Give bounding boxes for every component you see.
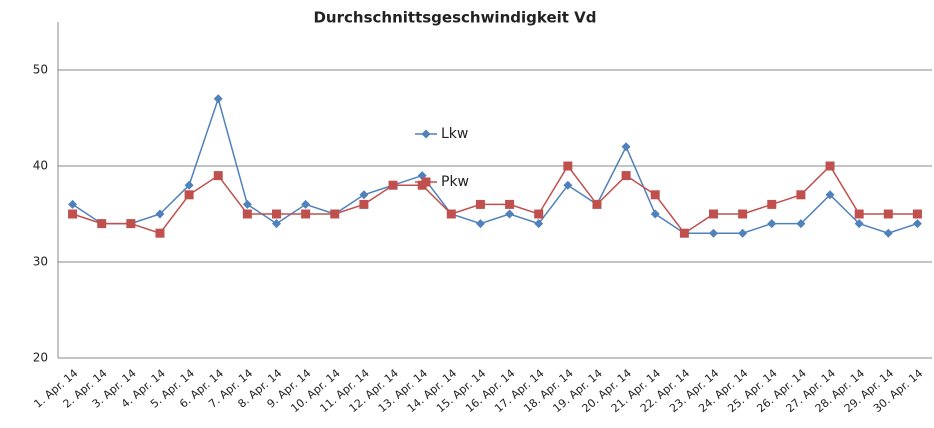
- data-point: [854, 219, 864, 229]
- data-point: [738, 209, 748, 219]
- data-point: [505, 199, 515, 209]
- data-point: [650, 209, 660, 219]
- data-point: [883, 228, 893, 238]
- data-point: [825, 161, 835, 171]
- data-point: [330, 209, 340, 219]
- series-line: [72, 164, 918, 235]
- y-tick-label: 20: [33, 351, 48, 365]
- data-point: [68, 199, 78, 209]
- data-point: [126, 219, 136, 229]
- data-point: [213, 94, 223, 104]
- data-point: [242, 209, 252, 219]
- data-point: [738, 228, 748, 238]
- legend-marker: [421, 177, 431, 187]
- data-point: [446, 209, 456, 219]
- data-point: [359, 190, 369, 200]
- data-point: [272, 209, 281, 219]
- data-point: [767, 199, 777, 209]
- data-point: [155, 209, 165, 219]
- data-point: [155, 228, 165, 238]
- chart-title: Durchschnittsgeschwindigkeit Vd: [313, 9, 596, 27]
- data-point: [301, 209, 311, 219]
- series-line: [72, 96, 918, 234]
- data-point: [184, 180, 194, 190]
- data-point: [97, 219, 107, 229]
- data-point: [359, 199, 369, 209]
- data-point: [213, 171, 223, 181]
- data-point: [534, 219, 544, 229]
- data-point: [912, 219, 922, 229]
- legend-marker: [421, 129, 431, 139]
- y-tick-label: 50: [33, 63, 48, 77]
- data-point: [679, 228, 689, 238]
- data-point: [650, 190, 660, 200]
- data-point: [242, 199, 252, 209]
- data-point: [475, 219, 485, 229]
- data-point: [505, 209, 515, 219]
- data-point: [475, 199, 485, 209]
- data-point: [184, 190, 194, 200]
- data-point: [301, 199, 311, 209]
- data-point: [883, 209, 893, 219]
- data-point: [796, 190, 806, 200]
- data-point: [272, 219, 281, 229]
- data-point: [709, 209, 718, 219]
- legend-label: Lkw: [441, 126, 468, 142]
- data-point: [709, 228, 718, 238]
- y-tick-label: 30: [33, 255, 48, 269]
- data-point: [796, 219, 806, 229]
- data-point: [854, 209, 864, 219]
- data-point: [912, 209, 922, 219]
- data-point: [621, 142, 631, 152]
- data-point: [592, 199, 602, 209]
- data-point: [563, 180, 573, 190]
- data-point: [621, 171, 631, 181]
- data-point: [68, 209, 78, 219]
- data-point: [767, 219, 777, 229]
- data-point: [534, 209, 544, 219]
- y-tick-label: 40: [33, 159, 48, 173]
- data-point: [388, 180, 398, 190]
- legend-label: Pkw: [441, 174, 469, 190]
- data-point: [825, 190, 835, 200]
- data-point: [563, 161, 573, 171]
